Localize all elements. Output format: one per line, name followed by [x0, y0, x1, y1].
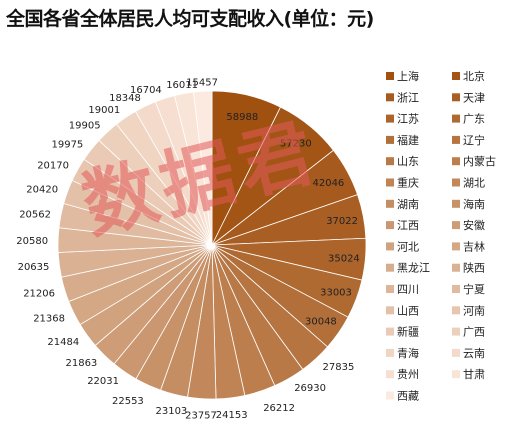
legend-label: 辽宁 — [463, 133, 485, 147]
data-label: 20580 — [16, 236, 48, 247]
legend-label: 青海 — [397, 346, 419, 360]
legend-swatch — [452, 370, 460, 379]
legend-label: 北京 — [463, 69, 485, 83]
legend-label: 重庆 — [397, 176, 419, 190]
legend-swatch — [452, 348, 460, 357]
data-label: 19975 — [51, 139, 83, 150]
legend-label: 贵州 — [397, 368, 419, 381]
legend-label: 福建 — [397, 133, 419, 147]
data-label: 33003 — [320, 288, 352, 299]
legend-swatch — [452, 263, 460, 272]
legend-label: 宁夏 — [463, 282, 485, 296]
legend-label: 河北 — [397, 240, 419, 253]
legend-label: 吉林 — [463, 239, 485, 253]
legend-swatch — [386, 178, 394, 187]
data-label: 22553 — [112, 396, 144, 407]
data-label: 21484 — [47, 337, 79, 348]
data-label: 42046 — [312, 178, 344, 189]
data-label: 23103 — [155, 406, 187, 417]
data-label: 18348 — [109, 93, 141, 104]
legend-label: 江西 — [397, 219, 419, 232]
data-label: 35024 — [328, 253, 360, 264]
legend-swatch — [386, 114, 394, 123]
data-label: 20170 — [37, 161, 69, 172]
legend-label: 江苏 — [397, 113, 419, 126]
legend-label: 内蒙古 — [463, 154, 496, 168]
legend-swatch — [386, 327, 394, 336]
legend-label: 天津 — [463, 91, 485, 104]
legend-swatch — [452, 221, 460, 230]
legend-swatch — [386, 72, 394, 80]
legend-swatch — [452, 72, 460, 80]
legend-swatch — [452, 327, 460, 336]
data-label: 24153 — [216, 410, 248, 421]
data-label: 58988 — [226, 112, 258, 123]
legend-swatch — [386, 348, 394, 357]
legend-swatch — [452, 199, 460, 208]
data-label: 19001 — [88, 105, 120, 116]
legend-swatch — [386, 263, 394, 272]
legend-label: 河南 — [463, 304, 485, 317]
legend-swatch — [386, 370, 394, 379]
data-label: 22031 — [87, 376, 119, 387]
data-label: 16704 — [130, 85, 162, 96]
legend-swatch — [386, 391, 394, 400]
legend-swatch — [452, 178, 460, 187]
legend-swatch — [386, 306, 394, 315]
legend-swatch — [452, 93, 460, 102]
legend-swatch — [386, 93, 394, 102]
legend-label: 山西 — [397, 304, 419, 317]
legend-label: 广东 — [463, 113, 485, 126]
legend-label: 湖南 — [397, 198, 419, 211]
data-label: 37022 — [326, 216, 358, 227]
data-label: 15457 — [186, 77, 218, 88]
pie-slice — [192, 90, 213, 246]
legend-label: 四川 — [397, 283, 419, 296]
legend-label: 山东 — [397, 155, 419, 168]
legend-label: 浙江 — [397, 91, 419, 104]
legend-swatch — [452, 135, 460, 144]
legend-label: 云南 — [463, 347, 485, 360]
legend-label: 西藏 — [397, 390, 419, 403]
legend-swatch — [386, 157, 394, 166]
data-label: 57230 — [280, 138, 312, 149]
legend-label: 广西 — [463, 326, 485, 339]
legend-label: 新疆 — [397, 325, 419, 339]
data-label: 27835 — [323, 362, 355, 373]
legend-swatch — [386, 221, 394, 230]
data-label: 23757 — [185, 411, 217, 422]
data-label: 20635 — [18, 262, 50, 273]
legend-swatch — [452, 114, 460, 123]
legend-swatch — [386, 135, 394, 144]
data-label: 21368 — [33, 314, 65, 325]
legend-label: 黑龙江 — [397, 262, 430, 275]
data-label: 21863 — [65, 358, 97, 369]
legend-swatch — [386, 242, 394, 251]
legend-label: 甘肃 — [463, 368, 485, 381]
legend-label: 湖北 — [463, 177, 485, 190]
legend-swatch — [452, 285, 460, 293]
legend-swatch — [452, 157, 460, 166]
legend-label: 海南 — [463, 197, 485, 211]
data-label: 26930 — [294, 383, 326, 394]
legend-label: 安徽 — [463, 218, 485, 232]
legend-label: 上海 — [397, 69, 419, 83]
legend-swatch — [452, 242, 460, 251]
data-label: 20562 — [19, 210, 51, 221]
data-label: 20420 — [26, 184, 58, 195]
data-label: 16011 — [166, 80, 198, 91]
data-label: 26212 — [263, 403, 295, 414]
data-label: 19905 — [69, 121, 101, 132]
chart-title: 全国各省全体居民人均可支配收入(单位：元) — [6, 8, 374, 30]
data-label: 30048 — [305, 316, 337, 327]
data-label: 21206 — [23, 288, 55, 299]
legend-swatch — [452, 306, 460, 315]
legend-swatch — [386, 285, 394, 293]
legend-swatch — [386, 199, 394, 208]
legend-label: 陕西 — [463, 261, 485, 275]
